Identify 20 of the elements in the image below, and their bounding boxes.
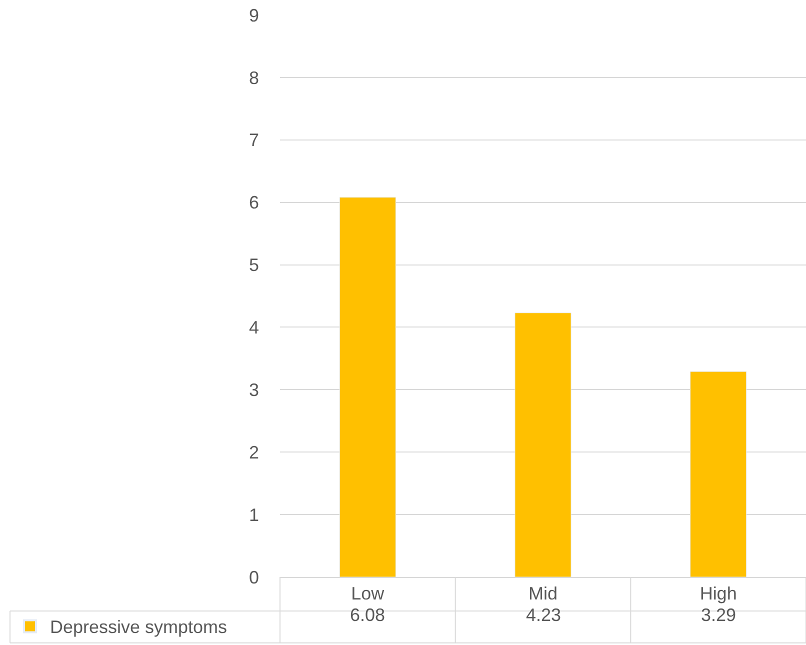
bar	[339, 197, 396, 577]
bar	[690, 371, 747, 577]
y-tick-label: 0	[248, 567, 259, 588]
data-label: 3.29	[701, 605, 736, 625]
x-tick-label: High	[700, 584, 737, 604]
y-tick-label: 7	[248, 130, 259, 150]
y-tick-label: 9	[248, 5, 259, 26]
y-tick-label: 2	[248, 442, 259, 462]
data-label: 6.08	[350, 605, 386, 625]
y-tick-label: 6	[248, 192, 259, 213]
x-tick-label: Low	[351, 584, 386, 604]
data-label: 4.23	[526, 605, 562, 625]
bar	[514, 312, 572, 577]
y-tick-label: 5	[248, 255, 259, 276]
y-tick-label: 8	[248, 68, 259, 88]
y-tick-label: 1	[248, 504, 259, 525]
x-tick-label: Mid	[528, 584, 558, 604]
legend-label: Depressive symptoms	[50, 617, 228, 638]
y-tick-label: 4	[248, 318, 259, 338]
y-tick-label: 3	[248, 380, 259, 400]
